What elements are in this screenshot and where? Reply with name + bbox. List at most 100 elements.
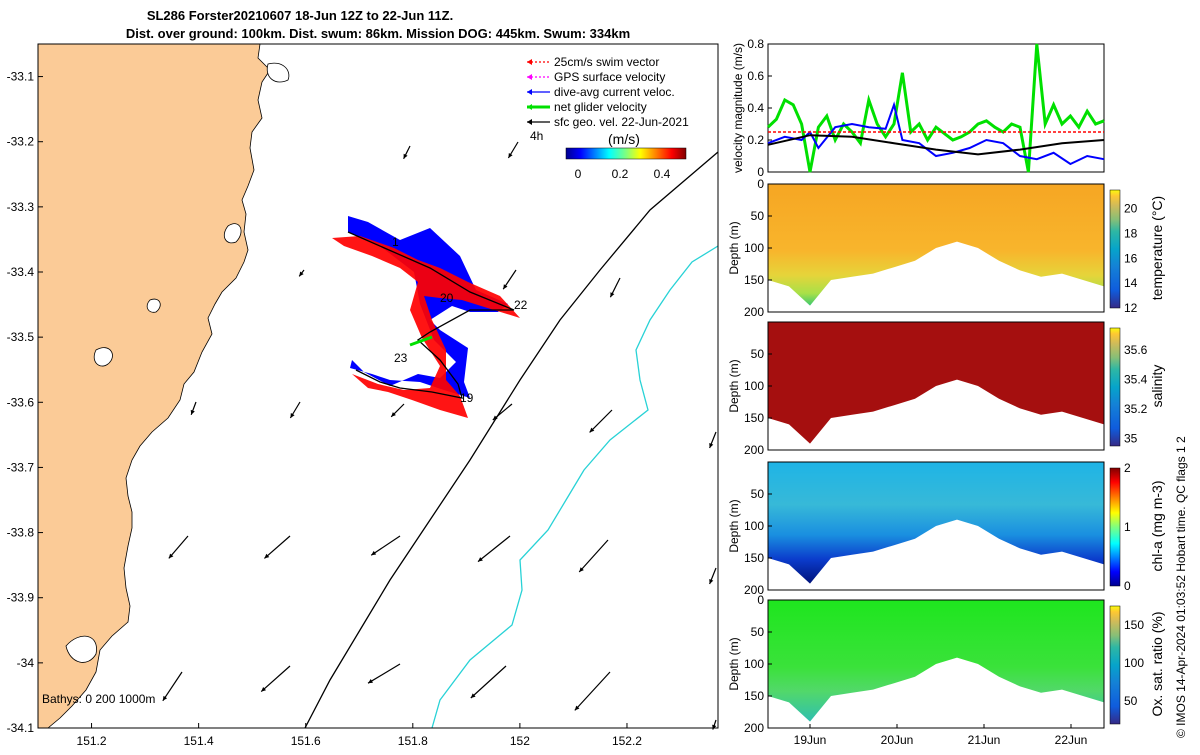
section-ytick-label: 100 — [744, 657, 764, 671]
geo-arrow-head — [403, 153, 408, 159]
map-colorbar-label: (m/s) — [608, 131, 640, 147]
geo-arrow-head — [290, 413, 295, 418]
swim-vectors — [332, 236, 520, 418]
geo-arrow-head — [190, 409, 195, 415]
lake-4 — [93, 347, 113, 367]
geo-arrow-head — [371, 550, 377, 556]
velocity-series-line — [766, 43, 1105, 173]
geo-arrow-head — [579, 567, 584, 572]
section-colorbar-tick: 20 — [1124, 202, 1138, 216]
geo-arrow-head — [709, 579, 714, 584]
geo-arrow-shaft — [168, 535, 189, 559]
map-frame — [37, 43, 719, 729]
day-label-22: 22 — [514, 298, 528, 312]
legend-label: GPS surface velocity — [554, 70, 665, 84]
day-label-1: 1 — [392, 235, 399, 249]
section-ytick-label: 50 — [751, 347, 765, 361]
geo-arrow-head — [478, 557, 483, 562]
section-ylabel: Depth (m) — [727, 359, 741, 412]
geo-arrow-shaft — [578, 539, 609, 573]
section-ytick-label: 0 — [757, 177, 764, 191]
section-colorbar-tick: 16 — [1124, 251, 1138, 265]
map-ytick-label: -33.5 — [7, 330, 35, 344]
velocity-ytick-label: 0.6 — [747, 69, 764, 83]
geo-arrow-head — [589, 427, 595, 433]
day-label-23: 23 — [394, 351, 408, 365]
land-mass — [37, 43, 271, 729]
geo-velocity-arrows — [162, 141, 717, 730]
velocity-ytick-label: 0.8 — [747, 37, 764, 51]
section-colorbar-tick: 18 — [1124, 226, 1138, 240]
section-variable-label: Ox. sat. ratio (%) — [1149, 611, 1165, 716]
section-variable-label: temperature (°C) — [1149, 196, 1165, 300]
velocity-ylabel: velocity magnitude (m/s) — [731, 43, 745, 173]
geo-arrow-shaft — [260, 665, 291, 693]
velocity-ytick-label: 0.4 — [747, 101, 764, 115]
map-xtick-label: 151.2 — [77, 734, 107, 748]
section-ytick-label: 200 — [744, 305, 764, 319]
legend-arrowhead — [527, 74, 532, 80]
section-colorbar-tick: 14 — [1124, 276, 1138, 290]
section-ytick-label: 50 — [751, 625, 765, 639]
map-ytick-label: -33.9 — [7, 591, 35, 605]
legend-label: dive-avg current veloc. — [554, 85, 675, 99]
section-ylabel: Depth (m) — [727, 221, 741, 274]
geo-arrow-shaft — [574, 671, 611, 711]
bathy-200m-line — [304, 151, 719, 729]
dive-avg-current-vectors — [348, 216, 508, 398]
geo-arrow-head — [492, 415, 498, 420]
section-xtick-label: 21Jun — [968, 733, 1001, 747]
section-ytick-label: 200 — [744, 583, 764, 597]
section-colorbar — [1109, 189, 1121, 309]
section-colorbar — [1109, 605, 1121, 725]
legend-arrowhead — [527, 119, 532, 125]
net-velocity-arrow — [409, 335, 433, 347]
section-colorbar-tick: 50 — [1124, 694, 1138, 708]
section-colorbar-tick: 35.4 — [1124, 373, 1148, 387]
map-xtick-label: 152 — [510, 734, 530, 748]
section-ytick-label: 150 — [744, 273, 764, 287]
map-ytick-label: -33.2 — [7, 135, 35, 149]
map-ytick-label: -34 — [17, 656, 35, 670]
bathy-1000m-line — [431, 245, 719, 729]
lake-1 — [223, 223, 242, 244]
bathy-label: Bathys: 0 200 1000m — [42, 692, 155, 706]
geo-arrow-head — [712, 724, 717, 730]
section-colorbar — [1109, 467, 1121, 587]
legend-label: sfc geo. vel. 22-Jun-2021 — [554, 115, 689, 129]
oxygen-section: 0 50 100 150 200 Depth (m) 50 100 150 Ox. sat. ra… — [727, 593, 1165, 747]
lake-3 — [65, 635, 97, 663]
section-ytick-label: 100 — [744, 241, 764, 255]
section-ytick-label: 0 — [757, 593, 764, 607]
geo-arrow-shaft — [477, 535, 511, 563]
chl-a-section: 50 100 150 200 Depth (m) 0 1 2 chl-a (mg m-3) — [727, 461, 1165, 597]
geo-arrow-head — [508, 153, 513, 158]
geo-arrow-head — [162, 695, 168, 701]
section-ytick-label: 50 — [751, 209, 765, 223]
velocity-ytick-label: 0 — [757, 165, 764, 179]
velocity-series-line — [767, 134, 1105, 156]
geo-arrow-head — [470, 693, 476, 698]
geo-arrow-head — [168, 553, 174, 559]
geo-arrow-head — [503, 284, 508, 290]
section-ytick-label: 100 — [744, 519, 764, 533]
section-colorbar — [1109, 327, 1121, 447]
geo-arrow-head — [368, 679, 373, 684]
map-colorbar-ticks: 0 0.2 0.4 — [575, 167, 671, 181]
map-ytick-label: -33.7 — [7, 460, 35, 474]
map-colorbar — [565, 147, 687, 160]
geo-arrow-head — [391, 412, 396, 417]
section-data-field — [768, 600, 1104, 722]
section-ytick-label: 200 — [744, 721, 764, 735]
map-colorbar-tick: 0.4 — [654, 167, 671, 181]
legend-arrowhead — [527, 59, 532, 65]
geo-arrow-head — [610, 292, 615, 298]
section-ytick-label: 200 — [744, 443, 764, 457]
geo-arrow-shaft — [264, 535, 291, 559]
map-xtick-label: 151.4 — [184, 734, 214, 748]
lake-2 — [266, 62, 290, 83]
track-line — [347, 231, 515, 399]
